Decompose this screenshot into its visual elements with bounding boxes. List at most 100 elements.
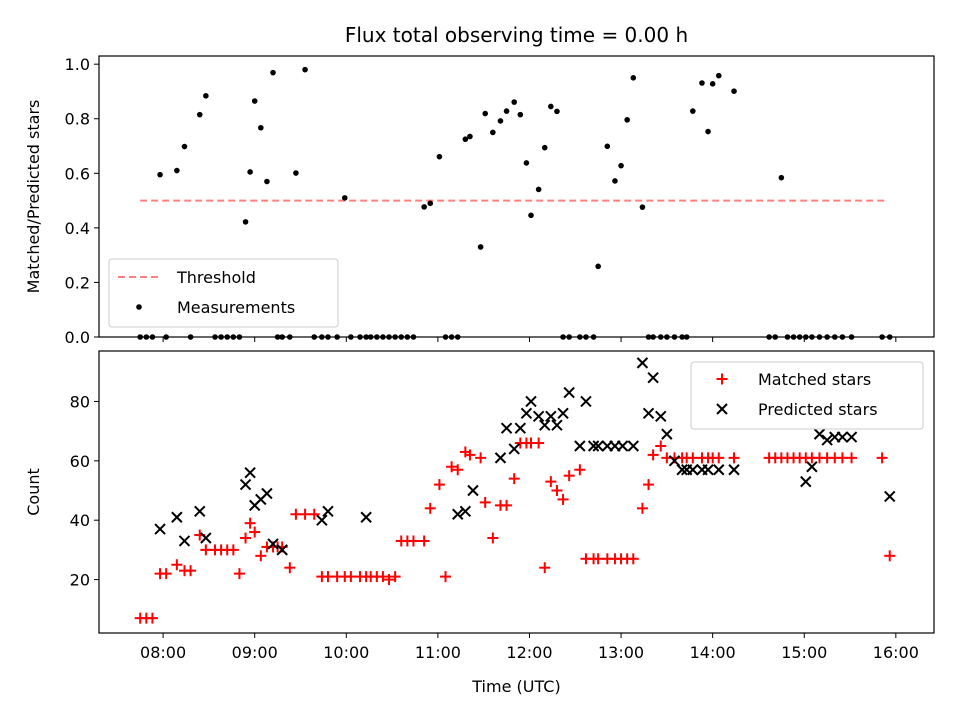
y-tick-label: 0.6 <box>65 164 90 183</box>
measurement-point <box>203 93 209 99</box>
measurement-point <box>566 334 572 340</box>
matched-point <box>479 496 491 508</box>
measurement-point <box>541 144 548 151</box>
matched-point <box>643 479 655 491</box>
measurement-point <box>163 334 169 340</box>
measurement-point <box>386 334 392 340</box>
measurement-point <box>664 334 670 340</box>
matched-point <box>627 553 639 565</box>
predicted-point <box>592 440 604 452</box>
measurement-point <box>279 334 285 340</box>
predicted-point-b <box>806 461 818 473</box>
measurement-point <box>590 334 597 340</box>
predicted-point-b <box>514 422 527 434</box>
matched-point <box>227 544 239 556</box>
matched-point <box>233 568 245 580</box>
measurement-point <box>287 334 293 340</box>
measurement-point <box>604 143 611 150</box>
predicted-point <box>322 505 334 518</box>
measurement-point <box>454 334 461 340</box>
matched-point <box>433 479 445 491</box>
legend-threshold-label: Threshold <box>176 268 256 287</box>
predicted-point <box>267 538 279 550</box>
measurement-point <box>187 334 194 340</box>
measurement-point <box>809 334 815 340</box>
measurement-point <box>181 143 188 150</box>
x-tick-label: 08:00 <box>140 643 186 662</box>
predicted-point <box>276 544 288 556</box>
predicted-point <box>261 487 273 500</box>
measurement-point <box>772 334 779 340</box>
predicted-point-b <box>592 440 604 452</box>
measurement-point <box>490 129 496 136</box>
legend-matched-label: Matched stars <box>758 370 871 389</box>
measurement-point <box>325 334 331 340</box>
measurement-point <box>528 212 534 219</box>
measurement-point <box>679 334 685 340</box>
measurement-point <box>548 103 554 110</box>
predicted-point-b <box>171 511 183 523</box>
legend-box <box>690 361 924 430</box>
matched-point <box>185 565 197 577</box>
predicted-point-b <box>616 440 629 452</box>
y-tick-label: 60 <box>70 452 90 471</box>
measurement-point <box>302 66 308 73</box>
measurement-point <box>436 153 443 160</box>
matched-point <box>240 532 252 544</box>
predicted-point <box>360 511 372 523</box>
measurement-point <box>224 334 231 340</box>
measurement-point <box>398 334 405 340</box>
predicted-point-b <box>532 410 545 423</box>
predicted-point <box>178 535 191 547</box>
y-tick-label: 80 <box>70 392 90 411</box>
predicted-point <box>587 440 600 452</box>
y-tick-label: 0.8 <box>65 110 90 129</box>
measurement-point <box>293 170 299 176</box>
measurement-point <box>618 162 624 169</box>
matched-point <box>160 568 172 580</box>
matched-point <box>249 526 261 538</box>
predicted-point-b <box>557 407 569 420</box>
y-tick-label: 20 <box>70 571 90 590</box>
predicted-point-b <box>821 434 833 446</box>
x-tick-label: 14:00 <box>690 643 736 662</box>
measurement-point <box>802 334 809 340</box>
predicted-point <box>884 490 896 503</box>
x-tick-label: 13:00 <box>598 643 644 662</box>
predicted-point <box>574 440 586 452</box>
predicted-point-b <box>267 538 279 550</box>
measurement-point <box>363 334 369 340</box>
predicted-point <box>642 407 655 420</box>
predicted-point-b <box>563 386 575 399</box>
predicted-point-b <box>713 464 725 476</box>
predicted-point-b <box>845 431 858 443</box>
measurement-point <box>560 334 566 340</box>
measurement-point <box>848 334 855 340</box>
measurement-point <box>831 334 838 340</box>
matched-point <box>487 532 499 544</box>
predicted-point-b <box>800 475 812 488</box>
measurement-point <box>554 108 560 115</box>
measurement-point <box>319 334 325 340</box>
y-tick-label: 40 <box>70 511 90 530</box>
matched-point <box>713 452 725 464</box>
predicted-point <box>316 514 328 526</box>
measurement-point <box>699 80 705 86</box>
predicted-point-b <box>580 395 592 408</box>
predicted-point-b <box>244 466 256 479</box>
measurement-point <box>212 334 218 340</box>
x-tick-label: 16:00 <box>873 643 919 662</box>
matched-point <box>377 571 389 583</box>
predicted-point-b <box>459 505 472 518</box>
predicted-point-b <box>587 440 600 452</box>
legend-measurements-swatch <box>136 304 142 310</box>
x-tick-label: 15:00 <box>781 643 827 662</box>
legend-predicted-label: Predicted stars <box>758 400 878 419</box>
measurement-point <box>839 334 846 340</box>
measurement-point <box>624 117 630 123</box>
predicted-point <box>821 434 833 446</box>
matched-point <box>308 508 320 520</box>
measurement-point <box>731 88 737 94</box>
figure-title: Flux total observing time = 0.00 h <box>345 23 688 47</box>
measurement-point <box>690 108 696 114</box>
